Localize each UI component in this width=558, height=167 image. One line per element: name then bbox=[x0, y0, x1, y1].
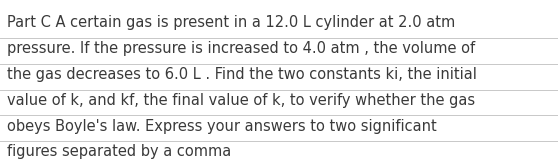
Text: pressure. If the pressure is increased to 4.0 atm , the volume of: pressure. If the pressure is increased t… bbox=[7, 41, 475, 56]
Text: value of k, and kf, the final value of k, to verify whether the gas: value of k, and kf, the final value of k… bbox=[7, 93, 475, 108]
Text: figures separated by a comma: figures separated by a comma bbox=[7, 144, 232, 159]
Text: obeys Boyle's law. Express your answers to two significant: obeys Boyle's law. Express your answers … bbox=[7, 119, 437, 134]
Text: Part C A certain gas is present in a 12.0 L cylinder at 2.0 atm: Part C A certain gas is present in a 12.… bbox=[7, 15, 455, 30]
Text: the gas decreases to 6.0 L . Find the two constants ki, the initial: the gas decreases to 6.0 L . Find the tw… bbox=[7, 67, 477, 82]
